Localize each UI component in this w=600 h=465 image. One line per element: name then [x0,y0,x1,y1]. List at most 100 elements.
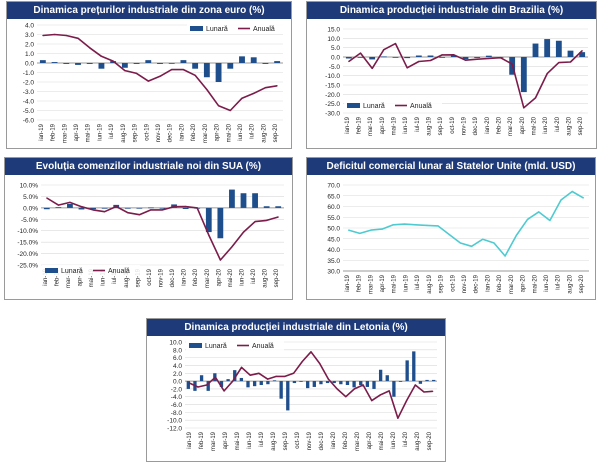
x-tick-label: dec-19 [168,123,174,142]
x-tick-label: iun-20 [544,274,550,291]
bar-lunara [555,40,562,57]
x-tick-label: dec-19 [319,431,325,450]
y-tick-label: -4.0 [23,99,35,106]
chart-panel-brazil-production: Dinamica producției industriale din Braz… [306,1,597,149]
line-point [284,375,286,377]
line-point [277,216,279,218]
bar-lunara [266,381,270,385]
line-point [42,34,44,37]
bar-lunara [227,63,234,69]
x-tick-label: ian-20 [179,123,185,140]
line-point [370,229,372,231]
bar-lunara [182,207,189,209]
x-tick-label: mai-19 [89,268,95,287]
chart-panel-latvia-production: Dinamica producției industriale din Leto… [146,318,446,462]
legend-box [186,340,284,351]
legend-box [42,265,140,276]
x-tick-label: apr-19 [380,116,386,134]
x-tick-label: ian-19 [187,431,193,448]
y-tick-label: -8.0 [171,410,183,417]
y-tick-label: 0.0% [23,205,38,212]
bar-lunara [186,381,190,389]
bar-lunara [86,63,93,64]
line-point [173,206,175,208]
x-tick-label: mai-20 [226,123,232,142]
x-tick-label: apr-20 [367,431,373,449]
line-point [359,52,362,54]
line-point [136,72,138,74]
line-point [264,87,266,89]
line-point [54,33,56,36]
legend-label: Anuală [253,26,275,33]
line-point [218,105,220,107]
line-point [231,246,233,248]
x-tick-label: apr-20 [216,268,222,286]
y-tick-label: 0.0 [173,379,182,386]
bar-lunara [215,63,222,82]
line-point [188,382,190,384]
line-point [194,74,196,76]
y-tick-label: -10.0 [167,418,182,425]
y-tick-label: 1.0 [25,51,34,58]
line-point [104,211,106,213]
x-tick-label: ian-20 [485,274,491,291]
x-tick-label: nov-19 [156,123,162,142]
bar-lunara [274,61,281,63]
x-tick-label: iun-20 [543,116,549,133]
y-tick-label: 3.0 [25,32,34,39]
line-point [582,197,584,199]
bar-lunara [405,360,409,382]
x-tick-label: sep-19 [439,274,445,293]
x-tick-label: sep-20 [579,274,585,293]
x-tick-label: feb-20 [497,116,503,134]
x-tick-label: iun-19 [97,123,103,140]
x-tick-label: iul-19 [109,123,115,138]
bar-lunara [398,381,403,382]
y-tick-label: -12.0 [167,426,182,433]
y-tick-label: 6.0 [173,355,182,362]
legend-label: Lunară [206,26,228,33]
x-tick-label: ian-20 [182,268,188,285]
y-tick-label: -10.0 [325,73,340,80]
line-point [397,417,399,419]
line-point [482,238,484,240]
bar-lunara [159,207,166,209]
bar-lunara [262,63,269,64]
line-point [223,390,225,392]
line-point [488,57,490,60]
y-tick-label: 4.0 [25,23,34,30]
x-tick-label: aug-19 [121,123,127,142]
line-point [206,384,208,386]
line-point [327,378,329,380]
bar-lunara [412,351,416,382]
line-point [112,60,114,62]
x-tick-label: ian-19 [43,268,49,285]
bar-lunara [239,56,245,63]
y-tick-label: 0.0 [331,55,340,62]
x-tick-label: iul-20 [250,123,256,138]
line-point [208,234,210,236]
line-point [388,390,390,392]
y-tick-label: 4.0 [173,363,182,370]
x-tick-label: mai-19 [392,274,398,293]
line-point [546,73,548,75]
bar-lunara [392,57,399,58]
legend-label: Lunară [61,268,83,275]
x-tick-label: apr-19 [78,268,84,286]
bar-lunara [365,381,370,387]
line-point [196,207,198,209]
line-point [185,205,187,208]
line-point [89,47,91,49]
bar-lunara [392,381,396,397]
line-point [57,204,60,206]
x-tick-label: iul-20 [555,116,561,131]
bar-lunara [345,57,352,59]
line-point [381,228,383,230]
y-tick-label: 55.0 [327,215,340,222]
bar-lunara [485,55,492,57]
line-point [293,372,295,374]
x-tick-label: feb-20 [191,123,197,141]
line-point [147,80,149,82]
x-tick-label: oct-19 [147,268,153,285]
bar-lunara [206,381,210,391]
